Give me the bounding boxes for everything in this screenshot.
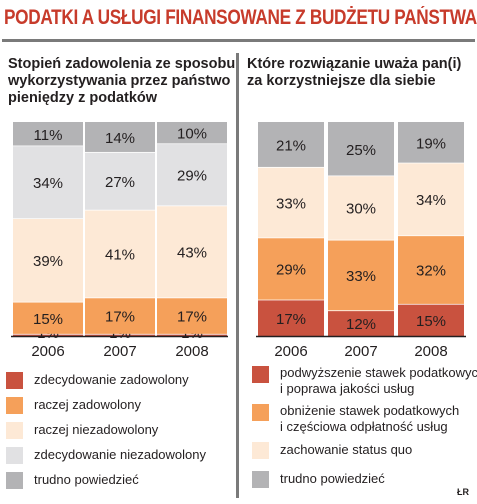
left-bar-segment [13,145,83,219]
right-bar-segment [398,303,464,336]
right-bar-segment [258,299,324,336]
right-bar-segment [258,122,324,167]
left-legend-swatch [6,397,23,414]
right-category-label: 2008 [414,343,447,360]
right-legend-swatch [252,404,269,421]
left-data-label: 27% [105,174,135,191]
left-category-label: 2007 [103,343,136,360]
left-data-label: 17% [105,309,135,326]
right-bar-segment [328,175,394,240]
left-bar-segment [85,151,155,210]
panel-divider [236,53,239,498]
left-bar-segment [157,297,227,334]
left-data-label: 17% [177,309,207,326]
right-chart-title-line: za korzystniejsze dla siebie [247,73,436,89]
right-category-label: 2006 [274,343,307,360]
right-data-label: 21% [276,137,306,154]
right-data-label: 30% [346,201,376,218]
left-category-label: 2006 [31,343,64,360]
right-data-label: 33% [276,195,306,212]
left-legend-label: raczej niezadowolony [34,422,159,437]
left-bar-segment [85,297,155,334]
left-chart-title-line: pieniędzy z podatków [8,90,158,106]
right-data-label: 29% [276,262,306,279]
right-category-label: 2007 [344,343,377,360]
right-data-label: 33% [346,268,376,285]
right-bar-segment [328,239,394,311]
left-chart-title-line: wykorzystywania przez państwo [8,73,231,89]
left-legend-label: zdecydowanie niezadowolony [34,447,207,462]
left-bar-segment [157,143,227,206]
left-bar-segment [13,301,83,334]
right-data-label: 15% [416,313,446,330]
left-bar-segment [85,333,155,336]
left-bar-segment [157,205,227,298]
right-legend-label: obniżenie stawek podatkowych i częściowa … [280,403,460,434]
right-legend-label: trudno powiedzieć [280,471,385,486]
right-data-label: 12% [346,316,376,333]
left-legend-label: trudno powiedzieć [34,472,139,487]
top-rule [2,39,475,42]
right-data-label: 19% [416,135,446,152]
left-legend-swatch [6,447,23,464]
right-legend-swatch [252,366,269,383]
headline: PODATKI A USŁUGI FINANSOWANE Z BUDŻETU P… [4,6,477,29]
author-credit: ŁR [457,487,469,497]
left-legend-label: raczej zadowolony [34,397,141,412]
right-data-label: 25% [346,142,376,159]
right-bar-segment [258,237,324,300]
left-bar-segment [13,218,83,302]
left-bar-segment [157,333,227,336]
left-data-label: 29% [177,167,207,184]
right-legend-label: zachowanie status quo [280,442,413,457]
left-data-label: 11% [34,127,63,144]
right-legend-swatch [252,442,269,459]
left-legend-swatch [6,422,23,439]
right-bar-segment [398,162,464,236]
left-bar-segment [13,122,83,146]
right-data-label: 34% [416,192,446,209]
left-bar-segment [157,122,227,144]
left-category-label: 2008 [175,343,208,360]
right-legend-label: podwyższenie stawek podatkowych i poprawa… [280,365,477,396]
right-chart-title-line: Które rozwiązanie uważa pan(i) [247,56,462,72]
left-data-label: 43% [177,244,207,261]
left-bar-segment [85,122,155,152]
left-legend-swatch [6,472,23,489]
right-data-label: 32% [416,263,446,280]
right-legend: podwyższenie stawek podatkowych i poprawa… [252,0,477,504]
right-bar-segment [398,235,464,304]
right-bar-segment [398,122,464,163]
left-data-label: 14% [105,130,135,147]
left-data-label: 41% [105,247,135,264]
right-legend-swatch [252,471,269,488]
left-legend-swatch [6,372,23,389]
right-bar-segment [258,166,324,238]
left-chart-title: Stopień zadowolenia ze sposobu wykorzyst… [8,56,235,107]
left-data-label: 15% [33,311,63,328]
left-legend-label: zdecydowanie zadowolony [34,372,189,387]
left-data-label: 39% [33,253,63,270]
left-data-label: 10% [177,126,207,143]
left-bar-segment [85,209,155,298]
right-chart-title: Które rozwiązanie uważa pan(i) za korzys… [247,56,461,90]
right-bar-segment [328,310,394,336]
right-bar-segment [328,122,394,176]
right-data-label: 17% [276,311,306,328]
left-data-label: 34% [33,175,63,192]
left-bar-segment [13,333,83,336]
left-chart-title-line: Stopień zadowolenia ze sposobu [8,56,236,72]
left-legend: zdecydowanie zadowolony raczej zadowolony… [6,0,232,504]
